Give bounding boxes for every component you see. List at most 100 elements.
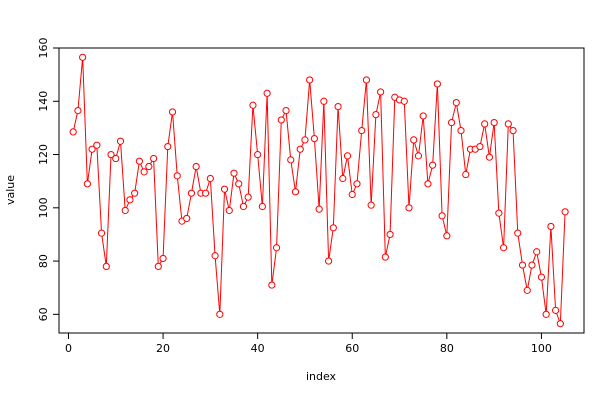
data-point — [410, 136, 418, 144]
series-segment — [282, 113, 286, 118]
data-point — [424, 180, 432, 188]
data-point — [131, 189, 139, 197]
series-segment — [480, 126, 485, 144]
series-segment — [422, 118, 429, 181]
data-point — [377, 88, 385, 96]
data-point — [367, 201, 375, 209]
series-segment — [186, 196, 192, 216]
series-segment — [105, 157, 112, 264]
y-tick-label: 60 — [37, 307, 50, 321]
data-point — [523, 286, 531, 294]
data-point — [320, 97, 328, 105]
series-segment — [342, 158, 348, 176]
data-point — [277, 116, 285, 124]
series-segment — [295, 152, 301, 189]
series-segment — [140, 163, 144, 170]
data-point — [533, 248, 541, 256]
series-segment — [134, 164, 140, 191]
data-point — [542, 310, 550, 318]
x-tick-label: 60 — [345, 342, 359, 355]
data-point — [263, 89, 271, 97]
data-point — [164, 142, 172, 151]
data-point — [339, 174, 347, 183]
data-point — [329, 224, 337, 232]
series-segment — [318, 104, 325, 207]
data-point — [552, 306, 560, 314]
data-point — [405, 204, 413, 212]
y-tick-label: 100 — [37, 197, 50, 218]
series-segment — [304, 83, 310, 137]
series-segment — [162, 149, 169, 256]
data-point — [83, 180, 91, 188]
data-point — [202, 189, 210, 197]
series-segment — [465, 152, 471, 172]
data-point — [306, 76, 314, 84]
data-point — [547, 222, 555, 231]
series-segment — [559, 214, 566, 321]
series-segment — [432, 87, 438, 163]
series-segment — [238, 186, 244, 204]
data-point — [504, 120, 512, 128]
series-segment — [376, 94, 381, 112]
series-segment — [159, 260, 162, 264]
series-segment — [224, 192, 230, 208]
data-point — [514, 229, 522, 237]
data-point — [93, 141, 101, 149]
data-point — [296, 145, 304, 153]
data-point — [74, 106, 82, 115]
series-segment — [266, 96, 273, 282]
series-segment — [517, 236, 523, 263]
data-point — [452, 99, 460, 107]
series-segment — [234, 175, 238, 182]
data-point — [258, 202, 266, 211]
data-point — [159, 254, 167, 263]
data-point — [97, 229, 106, 237]
series-segment — [229, 176, 235, 208]
series-segment — [191, 169, 197, 191]
data-point — [481, 120, 489, 128]
series-segment — [403, 104, 410, 205]
x-axis-label: index — [306, 370, 337, 383]
data-point — [225, 206, 233, 215]
series-segment — [493, 125, 500, 211]
series-segment — [522, 268, 528, 288]
data-point — [429, 161, 437, 169]
y-axis-label: value — [4, 175, 17, 205]
series-segment — [210, 181, 216, 253]
data-point — [447, 118, 456, 127]
data-point — [358, 126, 366, 135]
series-segment — [244, 199, 248, 204]
data-point — [433, 80, 441, 88]
plot-frame — [58, 47, 585, 334]
series-segment — [332, 109, 339, 225]
data-point — [414, 152, 423, 160]
series-segment — [150, 160, 153, 165]
data-point — [348, 190, 356, 199]
data-point — [69, 128, 77, 136]
data-point — [518, 261, 527, 269]
series-segment — [77, 60, 83, 108]
data-point — [121, 206, 129, 215]
series-segment — [356, 133, 362, 181]
data-point — [490, 118, 498, 127]
series-segment — [550, 229, 556, 308]
series-segment — [167, 114, 173, 144]
data-point — [485, 153, 494, 161]
series-segment — [219, 192, 225, 312]
series-segment — [446, 125, 452, 233]
data-point — [400, 97, 408, 105]
data-point — [112, 154, 120, 163]
series-segment — [389, 100, 396, 232]
data-point — [381, 253, 389, 261]
data-point — [499, 244, 508, 252]
data-point — [79, 53, 87, 61]
data-point — [291, 188, 300, 196]
series-line — [69, 53, 569, 328]
series-segment — [370, 117, 377, 203]
x-tick-label: 0 — [65, 342, 72, 355]
data-point — [343, 152, 352, 160]
series-segment — [153, 161, 159, 264]
data-point — [443, 232, 451, 240]
series-segment — [87, 152, 93, 181]
